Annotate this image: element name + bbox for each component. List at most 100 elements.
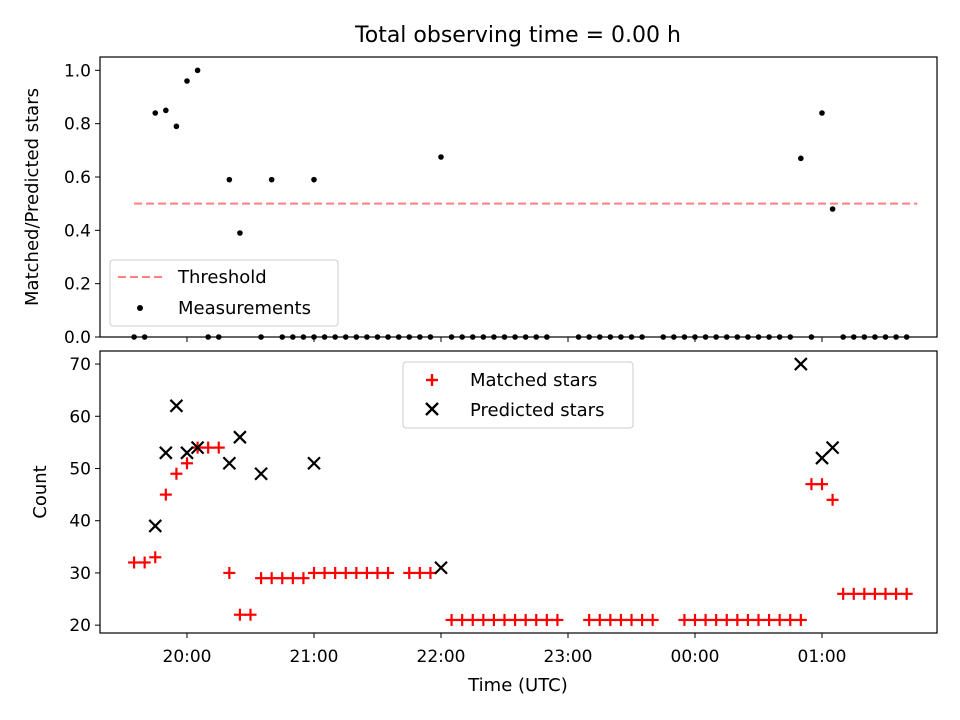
legend-measurements-label: Measurements <box>178 298 311 319</box>
matched-star-point <box>466 613 479 626</box>
matched-star-point <box>900 587 913 600</box>
matched-star-point <box>784 613 797 626</box>
matched-star-point <box>731 613 744 626</box>
y-tick-label: 50 <box>69 460 91 480</box>
y-tick-label: 0.8 <box>64 115 91 135</box>
predicted-star-point <box>222 456 237 471</box>
matched-star-point <box>636 613 649 626</box>
y-tick-label: 70 <box>69 355 91 375</box>
matched-star-point <box>138 556 151 569</box>
matched-star-point <box>604 613 617 626</box>
y-tick-label: 20 <box>69 616 91 636</box>
matched-star-point <box>265 572 278 585</box>
matched-star-point <box>212 441 225 454</box>
legend-predicted-swatch <box>425 402 439 416</box>
count-plot-area <box>128 357 913 626</box>
legend-measurements-swatch <box>137 305 143 311</box>
matched-star-point <box>519 613 532 626</box>
matched-star-point <box>509 613 522 626</box>
matched-star-point <box>308 566 320 579</box>
matched-star-point <box>445 613 458 626</box>
matched-star-point <box>403 566 416 579</box>
matched-star-point <box>805 478 818 491</box>
ratio-x-ticks <box>186 337 823 342</box>
count-legend: Matched stars Predicted stars <box>402 361 634 429</box>
matched-star-point <box>583 613 596 626</box>
matched-star-point <box>530 613 543 626</box>
matched-star-point <box>159 488 172 501</box>
ratio-y-ticks: 0.0 0.2 0.4 0.6 0.8 1.0 <box>64 61 100 348</box>
measurement-point <box>163 107 169 114</box>
ratio-axes-frame <box>99 56 938 338</box>
predicted-star-point <box>815 451 829 465</box>
y-tick-label: 60 <box>69 407 91 427</box>
ratio-legend-box <box>109 259 339 327</box>
x-axis-label: Time (UTC) <box>467 675 568 696</box>
matched-star-point <box>847 587 860 600</box>
measurement-point <box>194 67 201 74</box>
matched-star-point <box>699 613 712 626</box>
count-legend-box <box>402 361 634 429</box>
matched-star-point <box>678 613 691 626</box>
measurement-point <box>184 78 190 84</box>
matched-star-point <box>551 613 564 626</box>
predicted-star-point <box>180 446 194 460</box>
matched-star-point <box>837 587 850 600</box>
ratio-y-axis-label: Matched/Predicted stars <box>22 88 43 306</box>
matched-star-point <box>382 566 395 579</box>
y-tick-label: 0.6 <box>64 168 91 188</box>
matched-star-point <box>858 587 871 600</box>
measurement-point <box>226 176 233 183</box>
predicted-star-point <box>825 440 840 455</box>
measurement-point <box>237 230 243 236</box>
matched-star-point <box>540 613 553 626</box>
predicted-star-point <box>190 440 205 455</box>
count-axes-frame <box>99 350 938 634</box>
matched-star-point <box>413 566 426 579</box>
matched-star-point <box>128 556 141 569</box>
predicted-star-point <box>307 456 321 471</box>
matched-star-point <box>456 613 469 626</box>
matched-star-point <box>720 613 733 626</box>
matched-star-point <box>149 551 162 564</box>
matched-star-point <box>498 613 511 626</box>
x-tick-label: 01:00 <box>798 647 847 667</box>
y-tick-label: 40 <box>69 512 91 532</box>
matched-star-point <box>890 587 903 600</box>
legend-matched-swatch <box>426 374 438 386</box>
x-tick-label: 23:00 <box>544 647 593 667</box>
matched-star-point <box>646 613 659 626</box>
matched-star-point <box>826 493 839 506</box>
matched-star-point <box>181 457 193 470</box>
matched-star-point <box>752 613 765 626</box>
measurement-point <box>438 154 444 160</box>
matched-star-point <box>879 587 892 600</box>
matched-star-point <box>255 572 268 585</box>
matched-star-point <box>170 467 183 480</box>
legend-matched-label: Matched stars <box>470 370 597 391</box>
count-x-ticks: 20:00 21:00 22:00 23:00 00:00 01:00 <box>163 633 847 667</box>
predicted-star-point <box>254 466 268 481</box>
matched-star-point <box>794 613 807 626</box>
x-tick-label: 00:00 <box>671 647 720 667</box>
matched-star-point <box>286 572 299 585</box>
matched-star-point <box>614 613 627 626</box>
measurement-point <box>152 110 159 116</box>
measurement-point <box>268 176 275 183</box>
y-tick-label: 0.4 <box>64 221 91 241</box>
chart-title: Total observing time = 0.00 h <box>354 23 681 48</box>
measurement-point <box>311 176 317 183</box>
matched-star-point <box>371 566 384 579</box>
measurement-point <box>173 123 180 130</box>
count-y-ticks: 20 30 40 50 60 70 <box>69 355 100 636</box>
matched-star-point <box>763 613 776 626</box>
x-tick-label: 20:00 <box>163 647 212 667</box>
matched-star-point <box>487 613 500 626</box>
legend-predicted-label: Predicted stars <box>470 400 604 421</box>
ratio-legend: Threshold Measurements <box>109 259 339 327</box>
matched-star-point <box>350 566 363 579</box>
matched-star-point <box>741 613 754 626</box>
y-tick-label: 0.2 <box>64 275 91 295</box>
x-tick-label: 21:00 <box>290 647 339 667</box>
